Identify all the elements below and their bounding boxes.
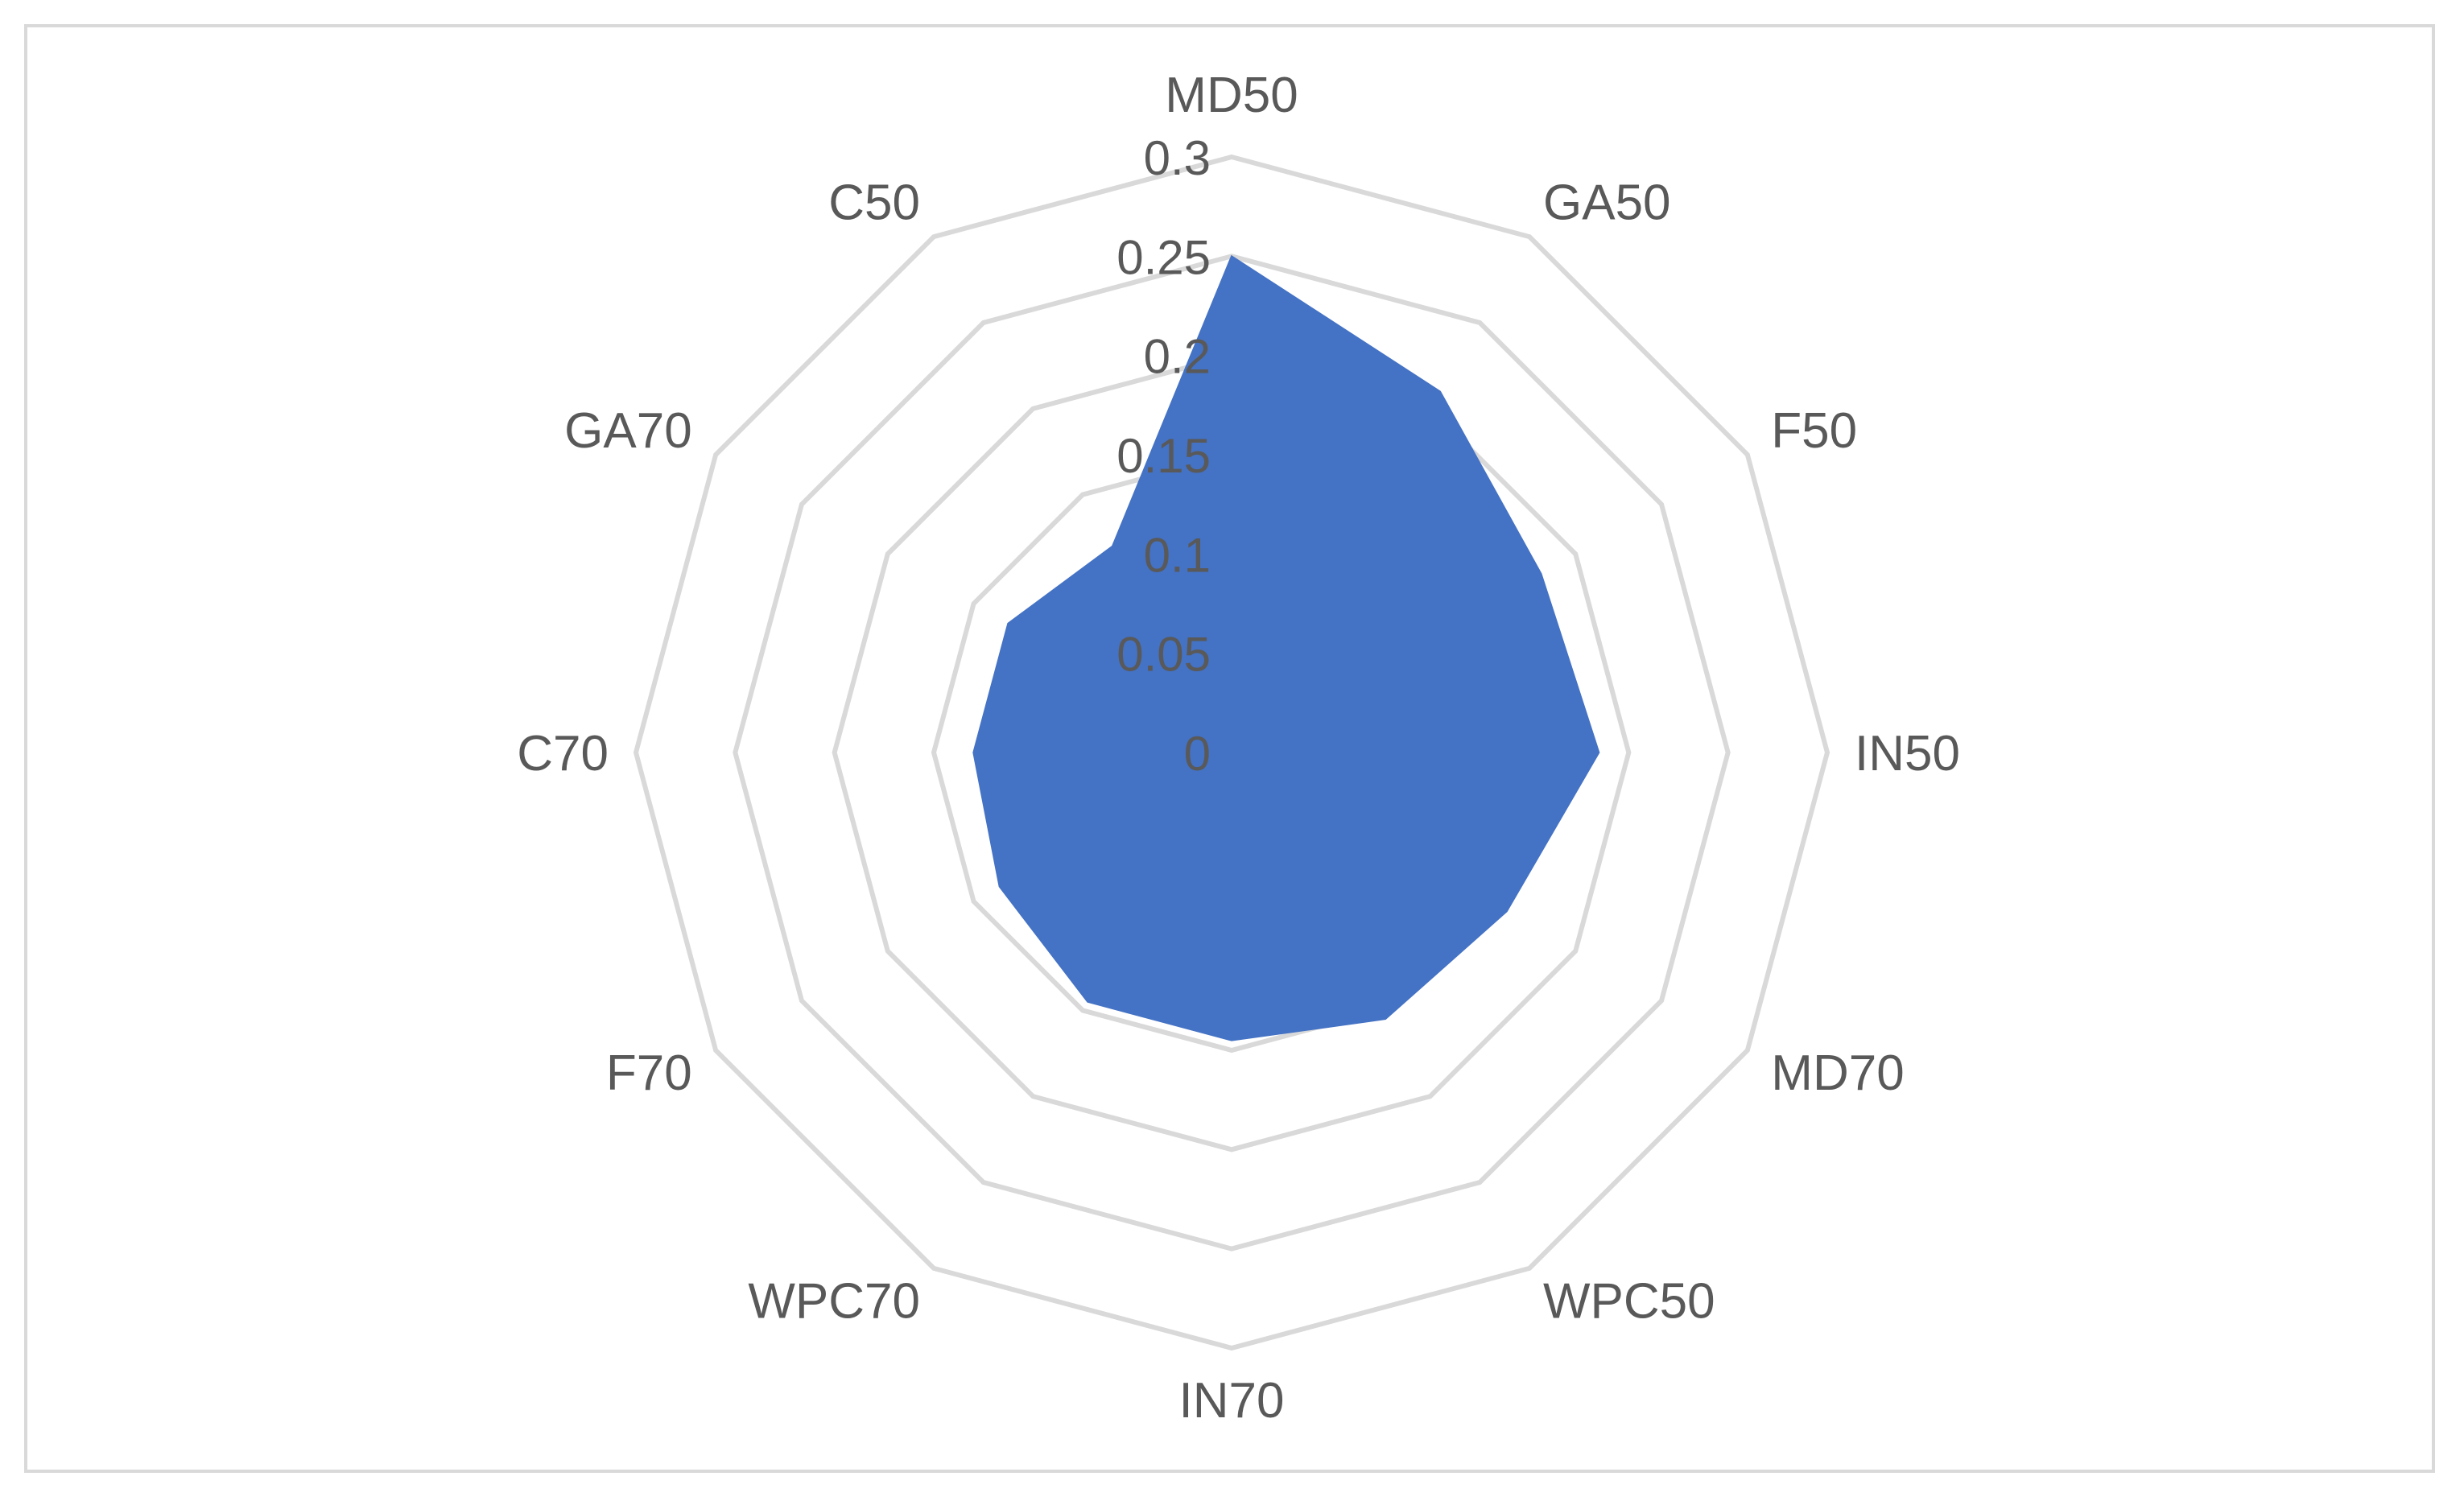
category-label-ga70: GA70 (564, 403, 692, 459)
category-label-in50: IN50 (1855, 726, 1960, 781)
category-label-md50: MD50 (1165, 68, 1298, 123)
tick-label: 0.2 (1144, 330, 1211, 384)
category-label-layer: MD50 GA50 F50 IN50 MD70 WPC50 IN70 WPC70 F70 C70 G… (517, 68, 1960, 1429)
grid-ring-0.2 (832, 353, 1632, 1153)
category-label-md70: MD70 (1771, 1045, 1904, 1101)
series-layer (972, 254, 1600, 1041)
category-label-f70: F70 (606, 1045, 692, 1101)
category-label-wpc70: WPC70 (748, 1273, 920, 1329)
category-label-wpc50: WPC50 (1543, 1273, 1715, 1329)
series-area-0 (972, 254, 1600, 1041)
category-label-ga50: GA50 (1543, 175, 1671, 231)
category-label-f50: F50 (1771, 403, 1857, 459)
category-label-c50: C50 (828, 175, 920, 231)
tick-label: 0.05 (1116, 628, 1211, 682)
grid-ring-0.3 (633, 154, 1830, 1351)
tick-label: 0.25 (1116, 230, 1211, 284)
tick-label: 0.3 (1144, 131, 1211, 185)
tick-label: 0.1 (1144, 528, 1211, 582)
tick-label: 0 (1184, 727, 1211, 781)
tick-label-layer: 0 0.05 0.1 0.15 0.2 0.25 0.3 (1116, 131, 1211, 781)
grid-ring-0.25 (733, 254, 1731, 1252)
category-label-c70: C70 (517, 726, 609, 781)
category-label-in70: IN70 (1179, 1373, 1285, 1429)
tick-label: 0.15 (1116, 429, 1211, 483)
